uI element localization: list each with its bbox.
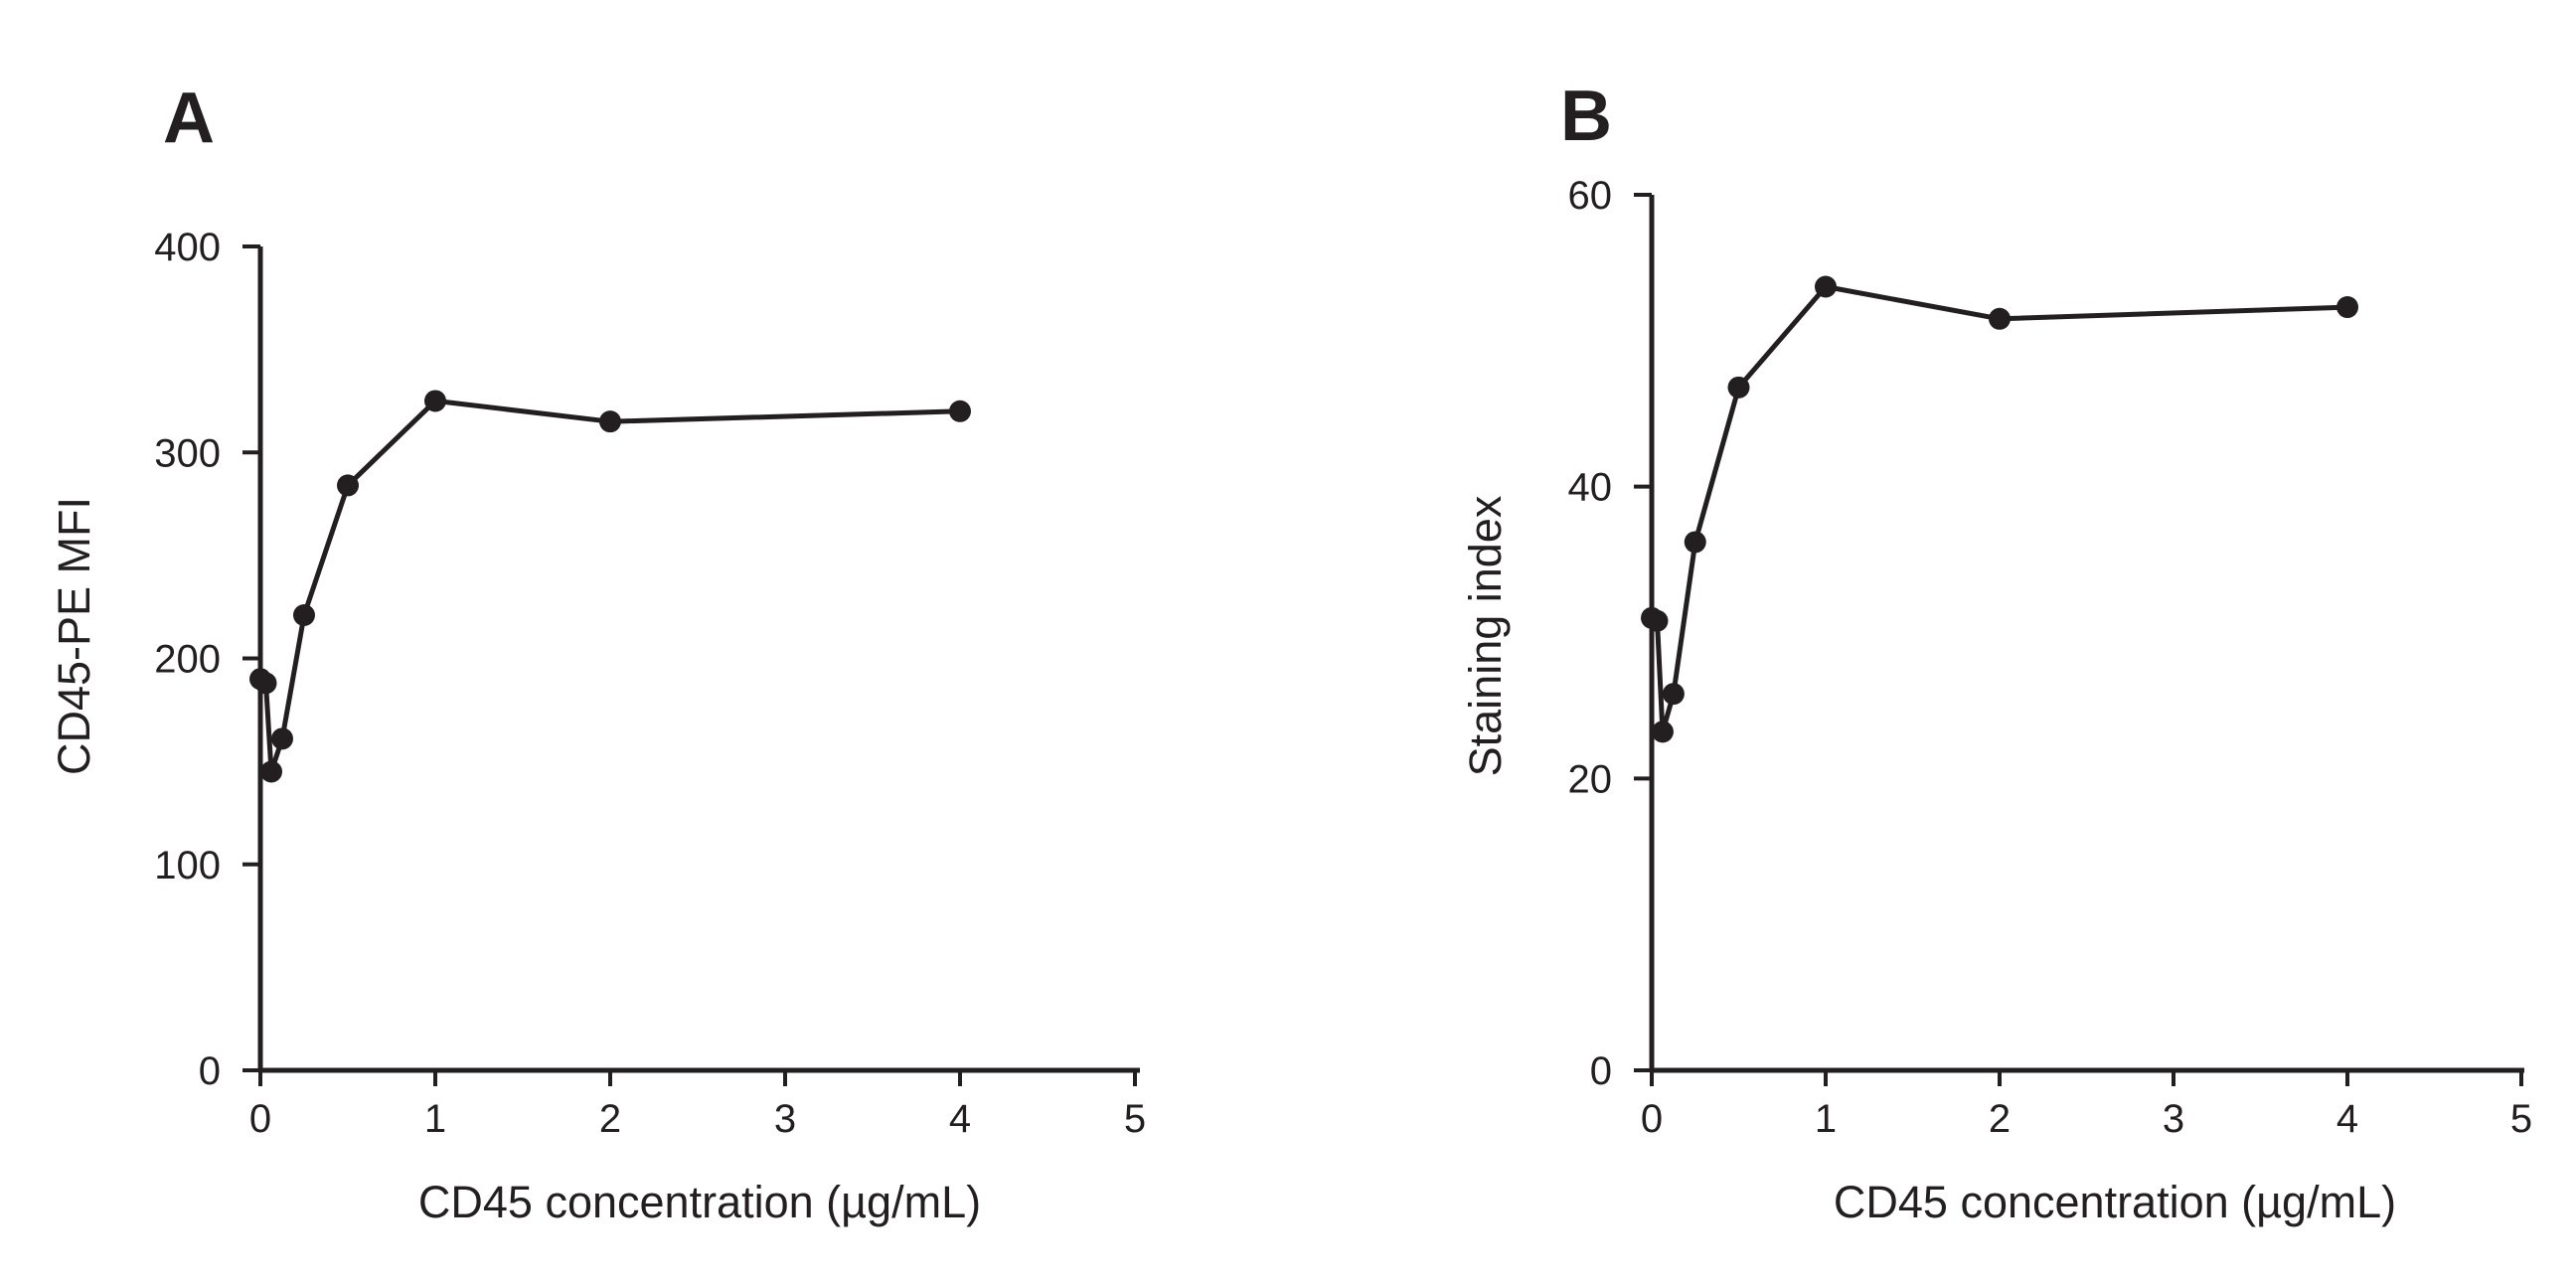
panel-a-y-tick-label-0: 0: [199, 1049, 221, 1093]
panel-a-x-tick-label-1: 1: [424, 1097, 446, 1141]
panel-a-ticks: 0 1 2 3 4 5 0 100 200 300 400: [154, 226, 1146, 1141]
panel-b-x-tick-label-3: 3: [2163, 1097, 2184, 1141]
panel-a-y-axis-title: CD45-PE MFI: [49, 497, 99, 775]
panel-b-data-point-5: [1727, 376, 1750, 399]
panel-a-data-point-7: [599, 410, 621, 433]
panel-a-x-tick-label-2: 2: [599, 1097, 621, 1141]
panel-b-data-point-8: [2336, 296, 2358, 319]
panel-b-x-tick-label-2: 2: [1989, 1097, 2011, 1141]
panel-a-x-tick-label-5: 5: [1124, 1097, 1146, 1141]
panel-b-x-tick-label-0: 0: [1641, 1097, 1663, 1141]
panel-a-y-tick-label-4: 400: [154, 226, 221, 269]
panel-b-y-tick-label-3: 60: [1568, 174, 1613, 218]
panel-a-data-point-8: [949, 400, 971, 422]
panel-b-series-line: [1650, 284, 2348, 734]
panel-a-data-point-6: [424, 390, 446, 412]
panel-b-x-axis-title: CD45 concentration (µg/mL): [1834, 1177, 2396, 1227]
panel-a-data-point-4: [293, 603, 315, 626]
panel-b-x-tick-label-1: 1: [1815, 1097, 1837, 1141]
panel-a-chart: A 0 1 2 3 4 5 0 100 200 300 400 CD45 concentration…: [49, 79, 1146, 1227]
panel-a-x-axis-title: CD45 concentration (µg/mL): [418, 1177, 981, 1227]
panel-b-label: B: [1560, 77, 1612, 156]
panel-a-series-line: [258, 398, 961, 774]
panel-b-points: [1641, 275, 2358, 743]
panel-b-data-point-6: [1815, 275, 1837, 298]
panel-b-y-tick-label-2: 40: [1568, 466, 1613, 510]
panel-b-x-tick-label-4: 4: [2336, 1097, 2358, 1141]
panel-b-data-point-4: [1684, 531, 1706, 554]
panel-b-chart: B 0 1 2 3 4 5 0 20 40 60 CD45 concentration (µg/m…: [1460, 77, 2532, 1227]
panel-a-x-tick-label-3: 3: [774, 1097, 796, 1141]
panel-a-data-point-5: [337, 474, 359, 497]
panel-a-data-point-1: [254, 672, 277, 695]
panel-a-points: [249, 390, 971, 783]
panel-b-data-point-7: [1989, 307, 2011, 330]
panel-a-y-tick-label-3: 300: [154, 431, 221, 475]
panel-b-data-point-3: [1662, 683, 1685, 706]
panel-a-data-point-2: [260, 760, 282, 783]
panel-b-x-tick-label-5: 5: [2510, 1097, 2532, 1141]
panel-a-y-tick-label-1: 100: [154, 844, 221, 887]
panel-a-y-tick-label-2: 200: [154, 638, 221, 682]
panel-a-label: A: [163, 79, 215, 158]
panel-b-y-axis-title: Staining index: [1460, 495, 1511, 776]
panel-a-data-point-3: [271, 727, 293, 750]
panel-a-x-tick-label-0: 0: [249, 1097, 271, 1141]
panel-b-ticks: 0 1 2 3 4 5 0 20 40 60: [1568, 174, 2533, 1141]
panel-b-data-point-1: [1646, 609, 1669, 632]
panel-b-y-tick-label-1: 20: [1568, 757, 1613, 801]
panel-b-data-point-2: [1651, 721, 1674, 743]
panel-a-x-tick-label-4: 4: [949, 1097, 971, 1141]
panel-b-y-tick-label-0: 0: [1590, 1049, 1612, 1093]
